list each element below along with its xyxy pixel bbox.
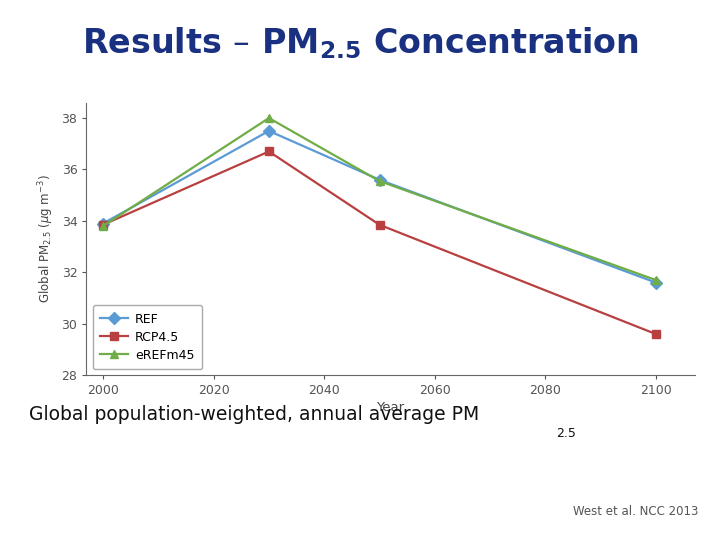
- eREFm45: [99, 223, 107, 230]
- RCP4.5: [99, 221, 107, 228]
- RCP4.5: [652, 331, 660, 338]
- eREFm45: [652, 277, 660, 284]
- Line: REF: REF: [99, 127, 660, 287]
- X-axis label: Year: Year: [377, 402, 405, 415]
- eREFm45: [265, 115, 274, 122]
- Line: eREFm45: eREFm45: [99, 114, 660, 284]
- Line: RCP4.5: RCP4.5: [99, 147, 660, 338]
- RCP4.5: [375, 221, 384, 228]
- REF: [99, 220, 107, 227]
- Text: 2.5: 2.5: [556, 427, 576, 440]
- Text: Results $\mathbf{–}$ PM$\mathbf{_{2.5}}$ Concentration: Results $\mathbf{–}$ PM$\mathbf{_{2.5}}$…: [81, 25, 639, 60]
- Y-axis label: Global PM$_{2.5}$ ($\mu$g m$^{-3}$): Global PM$_{2.5}$ ($\mu$g m$^{-3}$): [36, 174, 56, 303]
- eREFm45: [375, 178, 384, 184]
- Legend: REF, RCP4.5, eREFm45: REF, RCP4.5, eREFm45: [93, 305, 202, 369]
- RCP4.5: [265, 148, 274, 155]
- Text: West et al. NCC 2013: West et al. NCC 2013: [573, 505, 698, 518]
- REF: [652, 279, 660, 286]
- REF: [265, 127, 274, 134]
- REF: [375, 177, 384, 183]
- Text: Global population-weighted, annual average PM: Global population-weighted, annual avera…: [29, 405, 479, 424]
